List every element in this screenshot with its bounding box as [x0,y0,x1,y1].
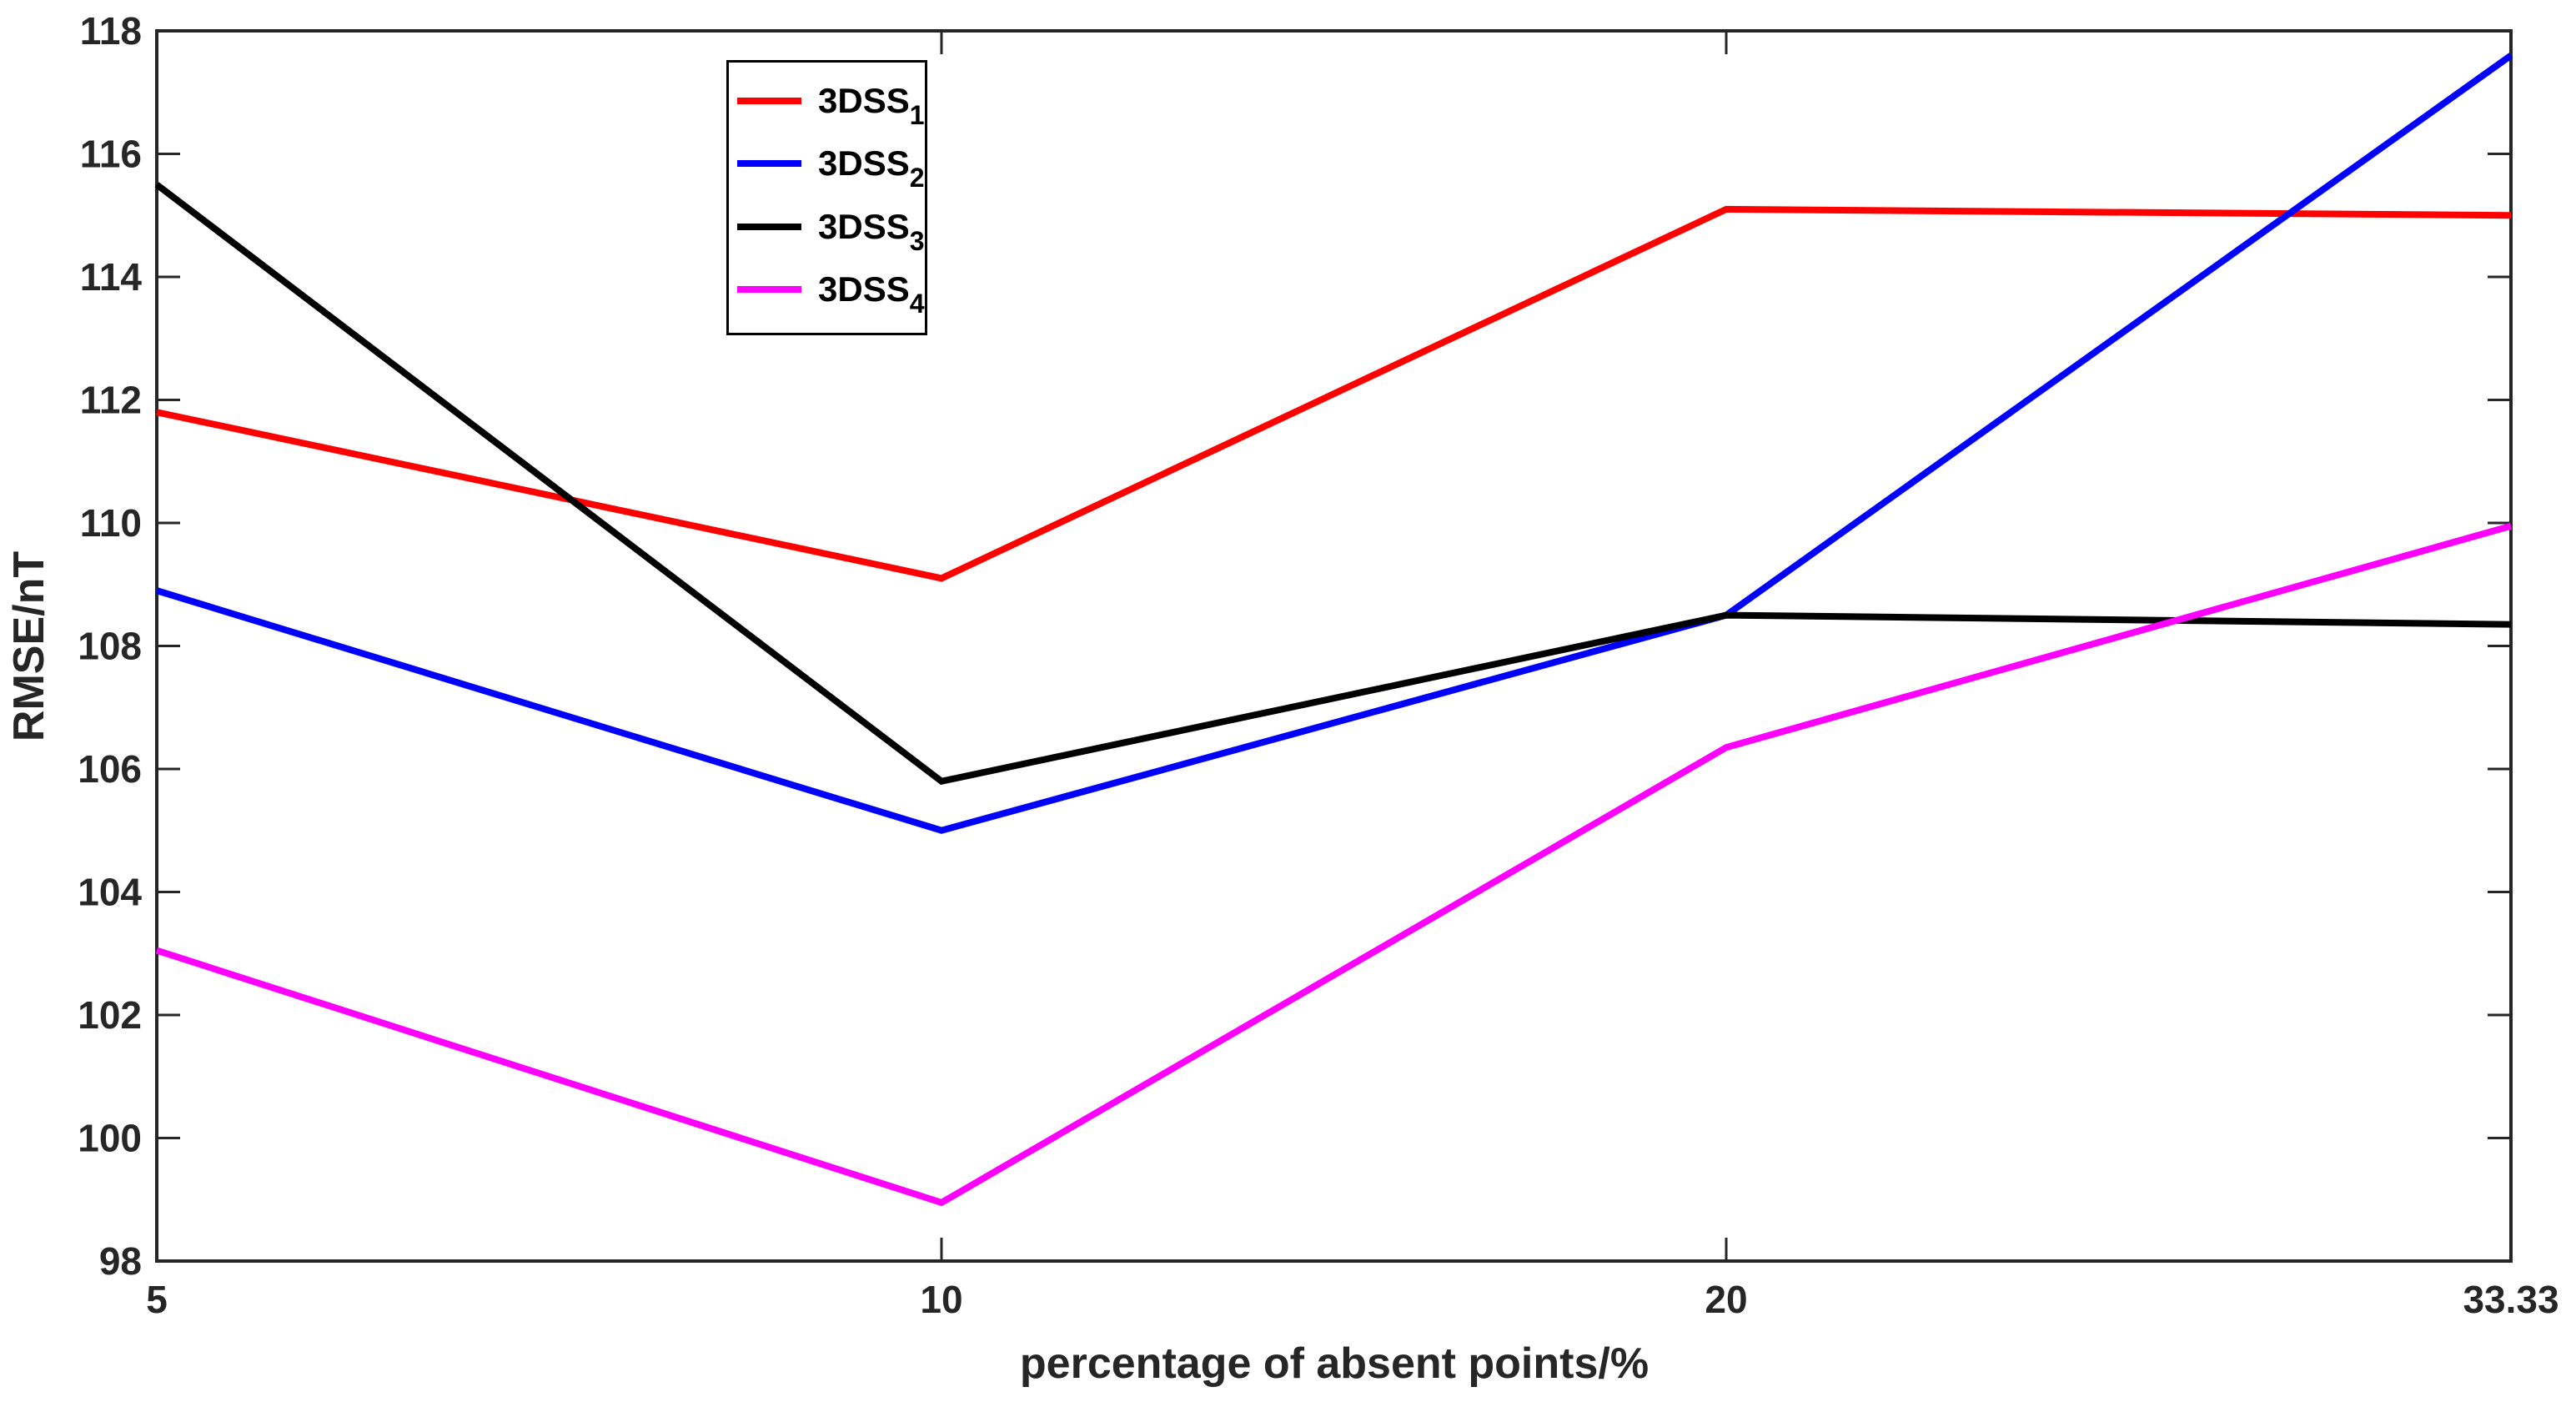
legend-item-3dss4[interactable]: 3DSS4 [729,259,925,322]
legend-line-sample-magenta [737,286,801,294]
y-tick-label: 114 [80,255,143,299]
y-tick-label: 98 [99,1239,142,1283]
x-tick-label: 5 [146,1278,168,1321]
series-line-3DSS2 [155,53,2513,834]
y-tick-label: 108 [78,625,142,668]
legend-label-3dss4: 3DSS4 [818,269,925,319]
y-axis-label: RMSE/nT [5,551,53,741]
y-tick-label: 104 [78,871,142,914]
legend-box[interactable]: 3DSS1 3DSS2 3DSS3 3DSS4 [726,60,927,335]
y-tick-label: 100 [78,1117,142,1160]
y-tick-label: 116 [80,133,142,176]
axis-ticks [155,29,2513,1263]
legend-line-sample-red [737,97,801,104]
x-tick-label: 10 [920,1278,962,1321]
x-tick-label: 33.33 [2463,1278,2558,1321]
series-line-3DSS3 [154,182,2512,786]
x-tick-label: 20 [1705,1278,1747,1321]
legend-item-3dss3[interactable]: 3DSS3 [729,195,925,259]
y-tick-label: 110 [80,501,142,545]
y-tick-label: 106 [78,747,142,791]
legend-label-3dss2: 3DSS2 [818,143,925,193]
series-lines [154,53,2513,1207]
legend-line-sample-black [737,223,801,230]
legend-label-3dss1: 3DSS1 [818,80,925,130]
legend-line-sample-blue [737,160,801,168]
y-tick-label: 118 [80,9,142,53]
axis-tick-labels: 5 10 20 33.33 98 100 102 104 106 108 110 112 114 116 1… [78,9,2558,1321]
series-line-3DSS4 [155,522,2513,1207]
legend-label-3dss3: 3DSS3 [818,206,925,256]
series-line-3DSS1 [156,205,2512,582]
y-tick-label: 112 [80,379,142,422]
x-axis-label: percentage of absent points/% [1020,1339,1649,1388]
y-tick-label: 102 [78,993,142,1037]
legend-item-3dss1[interactable]: 3DSS1 [729,69,925,133]
legend-item-3dss2[interactable]: 3DSS2 [729,133,925,196]
